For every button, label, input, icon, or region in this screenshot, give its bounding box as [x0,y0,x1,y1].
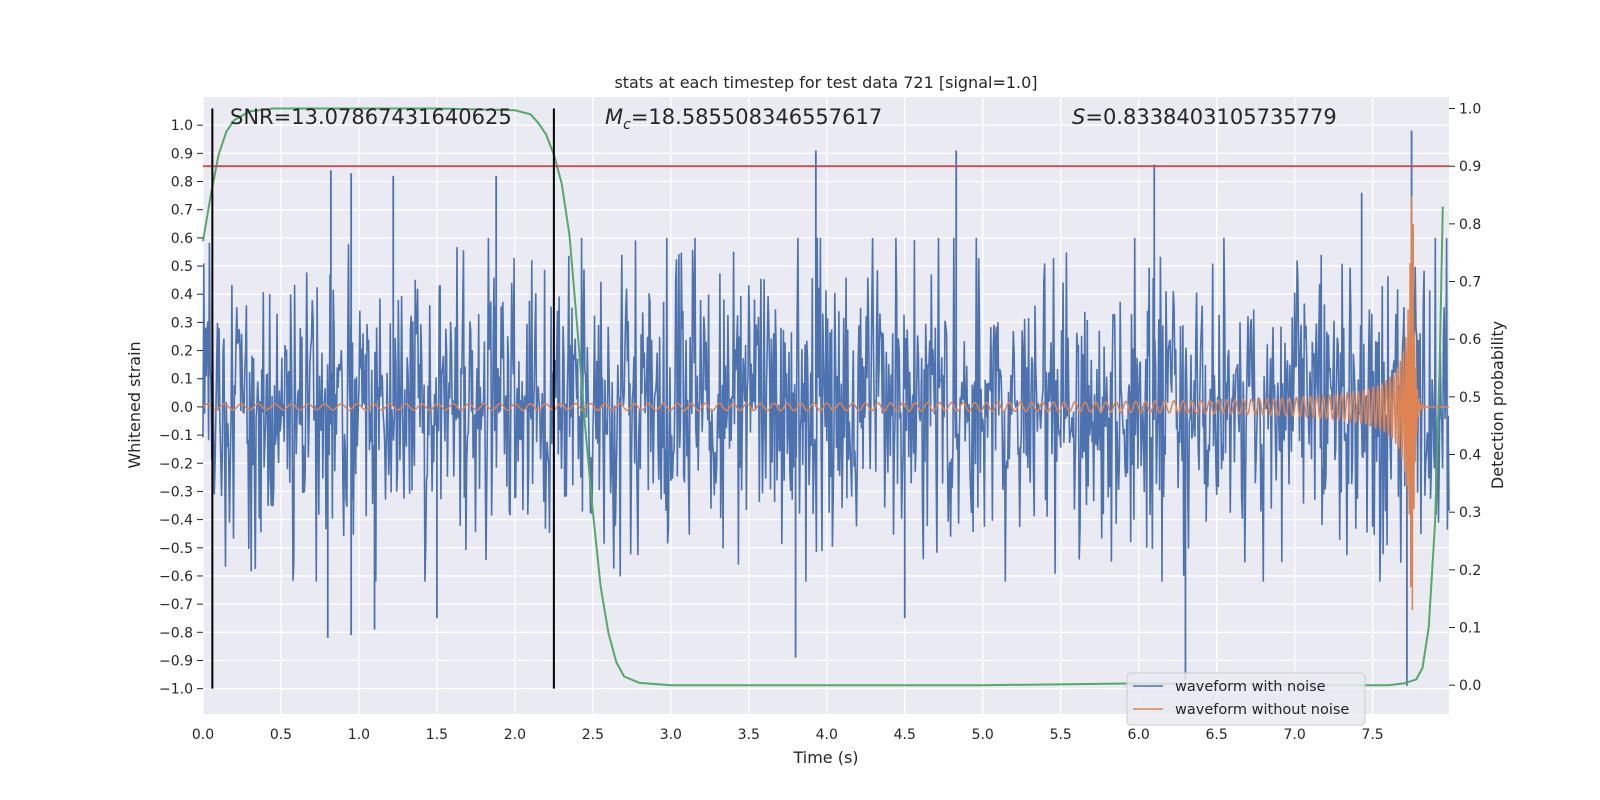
y2-tick-label: 0.2 [1459,563,1481,579]
y-tick-label: 0.0 [171,400,193,416]
y-tick-label: −0.2 [159,456,193,472]
y-tick-label: 0.3 [171,315,193,331]
x-tick-label: 0.0 [192,727,214,743]
probability-series [202,107,1444,687]
y-tick-label: 0.4 [171,287,193,303]
x-tick-label: 5.0 [972,727,994,743]
y-ticks: 1.0 0.9 0.8 0.7 0.6 0.5 0.4 0.3 0.2 0.1 0.0 −0.1 −0.… [159,118,203,698]
y-tick-label: 0.9 [171,146,193,162]
y-tick-label: −0.8 [159,625,193,641]
y-tick-label: 1.0 [171,118,193,134]
snr-annotation: SNR=13.07867431640625 [230,105,512,129]
y-tick-label: −0.5 [159,541,193,557]
s-symbol: S [1072,105,1085,129]
y-tick-label: −0.1 [159,428,193,444]
y2-axis-label: Detection probability [1488,321,1507,489]
legend-clean-label: waveform without noise [1175,702,1349,718]
x-tick-label: 6.0 [1128,727,1150,743]
legend: waveform with noise waveform without noi… [1126,672,1366,726]
chirp-mass-symbol: M [605,105,623,129]
y2-tick-label: 0.6 [1459,332,1481,348]
x-tick-label: 0.5 [270,727,292,743]
y-tick-label: 0.1 [171,372,193,388]
y2-tick-label: 1.0 [1459,102,1481,118]
y2-tick-label: 0.0 [1459,678,1481,694]
x-tick-label: 4.0 [816,727,838,743]
x-tick-label: 2.0 [504,727,526,743]
clean-waveform-line [202,196,1449,611]
s-value: =0.8338403105735779 [1085,105,1336,129]
legend-box [1126,672,1366,726]
y2-tick-label: 0.9 [1459,159,1481,175]
y-tick-label: −0.3 [159,484,193,500]
y-tick-label: 0.5 [171,259,193,275]
x-tick-label: 1.5 [426,727,448,743]
markers [203,108,1449,689]
y2-tick-label: 0.1 [1459,621,1481,637]
x-tick-label: 7.0 [1283,727,1305,743]
y2-tick-label: 0.7 [1459,275,1481,291]
y2-ticks: 1.0 0.9 0.8 0.7 0.6 0.5 0.4 0.3 0.2 0.1 0.0 [1449,102,1481,694]
y2-tick-label: 0.5 [1459,390,1481,406]
x-tick-label: 3.5 [738,727,760,743]
chart-title: stats at each timestep for test data 721… [614,73,1037,92]
chirp-mass-subscript: c [623,117,631,133]
y-tick-label: −0.4 [159,513,193,529]
x-tick-label: 3.0 [660,727,682,743]
y-tick-label: 0.2 [171,344,193,360]
y-tick-label: −1.0 [159,682,193,698]
x-tick-label: 4.5 [894,727,916,743]
s-annotation: S=0.8338403105735779 [1072,105,1337,129]
x-ticks: 0.0 0.5 1.0 1.5 2.0 2.5 3.0 3.5 4.0 4.5 5.0 5.5 6.0 6… [192,727,1384,743]
y-tick-label: −0.7 [159,597,193,613]
x-tick-label: 7.5 [1361,727,1383,743]
y2-tick-label: 0.3 [1459,505,1481,521]
y-tick-label: 0.8 [171,175,193,191]
y-tick-label: −0.9 [159,653,193,669]
chirp-mass-annotation: Mc=18.585508346557617 [605,105,882,133]
y2-tick-label: 0.4 [1459,448,1481,464]
legend-noise-label: waveform with noise [1175,679,1326,695]
clean-series [202,196,1449,611]
y-tick-label: 0.6 [171,231,193,247]
y-tick-label: −0.6 [159,569,193,585]
y-axis-label: Whitened strain [125,341,144,468]
noise-waveform-line [202,237,1450,582]
x-tick-label: 5.5 [1050,727,1072,743]
x-tick-label: 6.5 [1206,727,1228,743]
y2-tick-label: 0.8 [1459,217,1481,233]
detection-probability-line [202,107,1444,687]
x-tick-label: 1.0 [348,727,370,743]
y-tick-label: 0.7 [171,203,193,219]
chirp-mass-value: =18.585508346557617 [631,105,882,129]
x-axis-label: Time (s) [792,748,858,767]
x-tick-label: 2.5 [582,727,604,743]
